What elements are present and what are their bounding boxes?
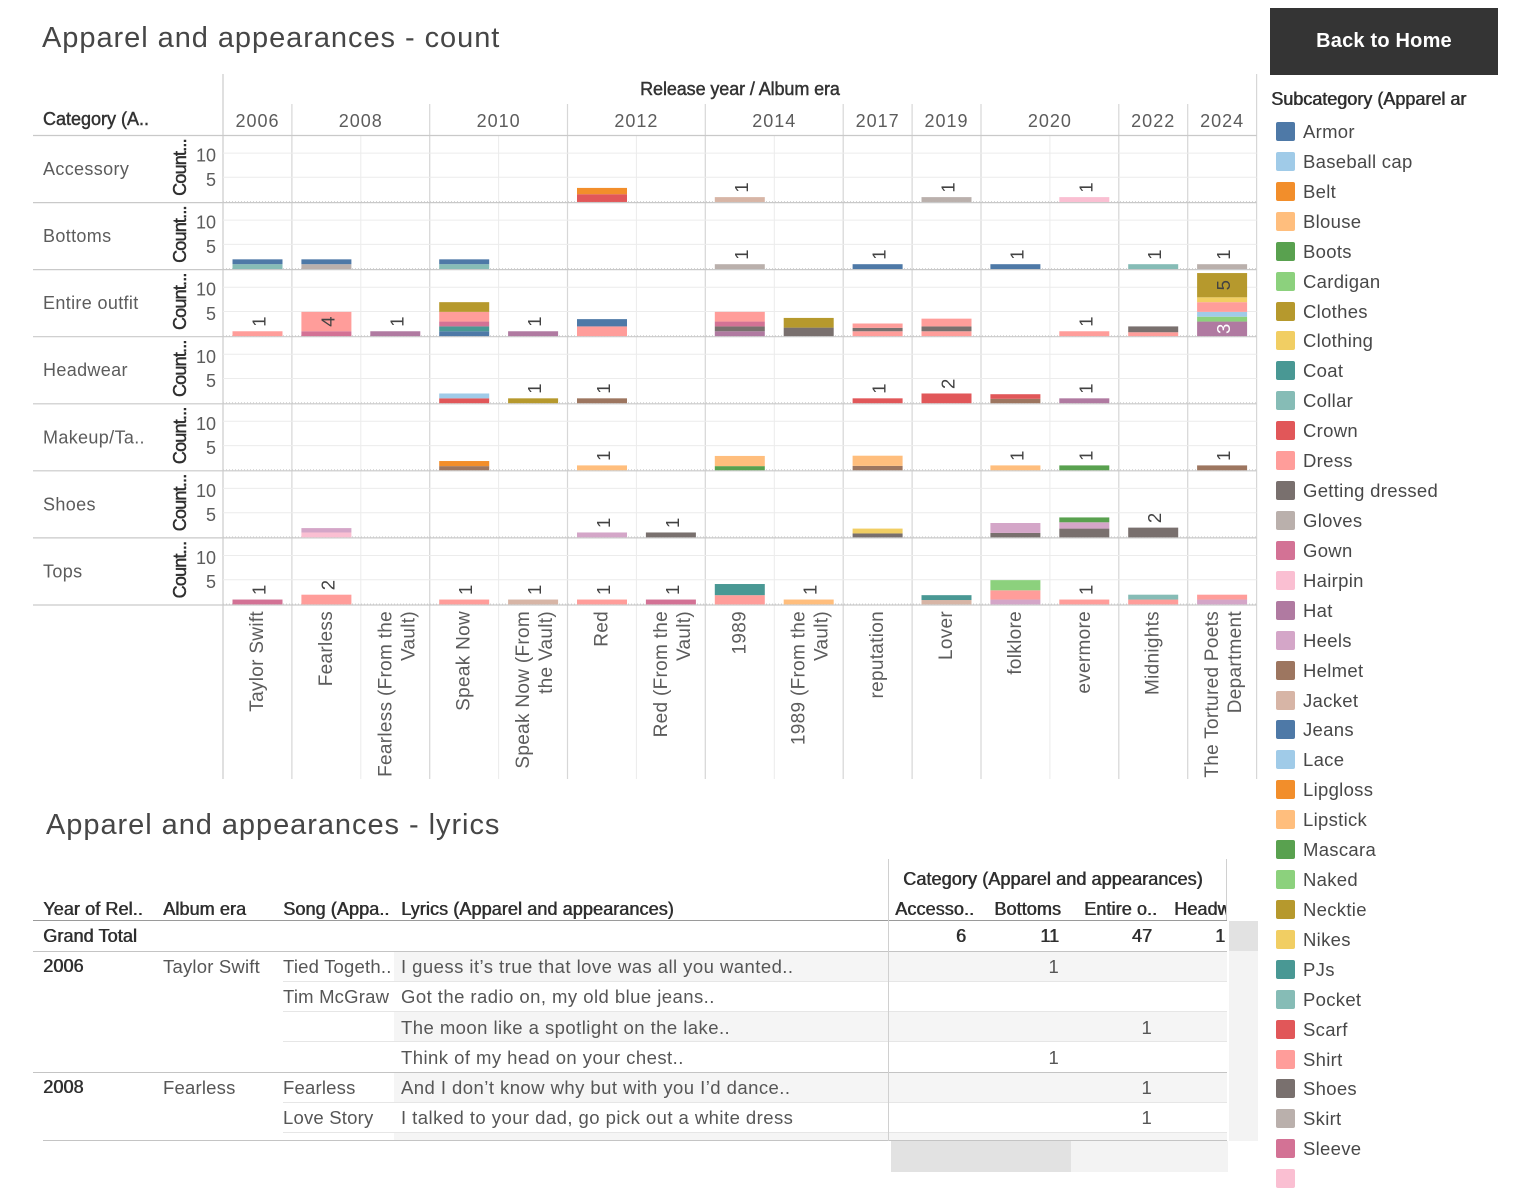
svg-text:1: 1: [1075, 585, 1096, 595]
svg-text:Tops: Tops: [43, 562, 82, 582]
svg-text:2019: 2019: [924, 111, 968, 131]
svg-text:Entire outfit: Entire outfit: [43, 293, 139, 313]
svg-text:Headwear: Headwear: [43, 360, 128, 380]
svg-text:1: 1: [800, 585, 821, 595]
svg-text:Taylor Swift: Taylor Swift: [247, 611, 268, 712]
svg-text:2006: 2006: [235, 111, 279, 131]
svg-text:2: 2: [938, 379, 959, 389]
svg-text:The Tortured Poets: The Tortured Poets: [1202, 611, 1223, 778]
svg-text:2024: 2024: [1200, 111, 1244, 131]
svg-text:1: 1: [524, 585, 545, 595]
svg-text:2: 2: [317, 580, 338, 590]
svg-text:Fearless: Fearless: [316, 611, 337, 686]
svg-text:1: 1: [1075, 451, 1096, 461]
svg-text:1: 1: [1075, 317, 1096, 327]
svg-text:Count...: Count...: [170, 206, 190, 263]
svg-text:1: 1: [524, 384, 545, 394]
svg-text:Vault): Vault): [398, 611, 419, 661]
svg-text:1: 1: [1075, 182, 1096, 192]
svg-text:2014: 2014: [752, 111, 796, 131]
svg-text:1: 1: [869, 249, 890, 259]
svg-text:Count...: Count...: [170, 273, 190, 330]
svg-text:1: 1: [1213, 249, 1234, 259]
svg-text:2020: 2020: [1028, 111, 1072, 131]
svg-text:Red (From the: Red (From the: [651, 611, 672, 737]
svg-text:4: 4: [317, 316, 338, 326]
svg-text:Vault): Vault): [674, 611, 695, 661]
svg-text:the Vault): the Vault): [536, 611, 557, 694]
svg-text:1: 1: [662, 585, 683, 595]
svg-text:1: 1: [593, 384, 614, 394]
svg-text:1: 1: [593, 451, 614, 461]
svg-text:Release year / Album era: Release year / Album era: [640, 79, 841, 99]
svg-text:2017: 2017: [856, 111, 900, 131]
svg-text:1: 1: [1006, 249, 1027, 259]
svg-text:Midnights: Midnights: [1143, 611, 1164, 695]
svg-text:1: 1: [662, 518, 683, 528]
svg-text:Makeup/Ta..: Makeup/Ta..: [43, 427, 145, 447]
svg-text:1: 1: [593, 518, 614, 528]
svg-text:10: 10: [196, 347, 216, 367]
svg-text:5: 5: [206, 572, 216, 592]
svg-text:10: 10: [196, 213, 216, 233]
svg-text:1989 (From the: 1989 (From the: [789, 611, 810, 745]
svg-text:10: 10: [196, 481, 216, 501]
svg-text:1: 1: [524, 317, 545, 327]
svg-text:5: 5: [206, 438, 216, 458]
svg-text:1: 1: [386, 317, 407, 327]
svg-text:1: 1: [1006, 451, 1027, 461]
svg-text:1: 1: [731, 182, 752, 192]
svg-text:Lover: Lover: [936, 611, 957, 660]
svg-text:2008: 2008: [339, 111, 383, 131]
svg-text:Count...: Count...: [170, 475, 190, 532]
svg-text:Bottoms: Bottoms: [43, 226, 111, 246]
svg-text:10: 10: [196, 548, 216, 568]
svg-text:2010: 2010: [477, 111, 521, 131]
svg-text:Red: Red: [592, 611, 613, 647]
svg-text:10: 10: [196, 280, 216, 300]
svg-text:2022: 2022: [1131, 111, 1175, 131]
svg-text:1: 1: [593, 585, 614, 595]
svg-text:Department: Department: [1225, 611, 1246, 714]
svg-text:3: 3: [1213, 324, 1234, 334]
svg-text:folklore: folklore: [1005, 611, 1026, 675]
svg-text:1: 1: [1144, 249, 1165, 259]
svg-text:2012: 2012: [614, 111, 658, 131]
svg-text:5: 5: [206, 371, 216, 391]
svg-text:Speak Now: Speak Now: [454, 611, 475, 711]
svg-text:1: 1: [1075, 384, 1096, 394]
svg-text:10: 10: [196, 146, 216, 166]
svg-text:1989: 1989: [729, 611, 750, 654]
svg-text:Category (A..: Category (A..: [43, 109, 149, 129]
svg-text:Count...: Count...: [170, 542, 190, 599]
svg-text:2: 2: [1144, 513, 1165, 523]
svg-text:Vault): Vault): [812, 611, 833, 661]
svg-text:Speak Now (From: Speak Now (From: [513, 611, 534, 769]
svg-text:Accessory: Accessory: [43, 159, 129, 179]
svg-text:evermore: evermore: [1074, 611, 1095, 694]
svg-text:1: 1: [249, 585, 270, 595]
svg-text:Fearless (From the: Fearless (From the: [375, 611, 396, 777]
svg-text:5: 5: [206, 505, 216, 525]
svg-text:Count...: Count...: [170, 340, 190, 397]
svg-text:1: 1: [455, 585, 476, 595]
svg-text:1: 1: [938, 182, 959, 192]
svg-text:Shoes: Shoes: [43, 494, 96, 514]
svg-text:Count...: Count...: [170, 139, 190, 196]
svg-text:1: 1: [1213, 451, 1234, 461]
svg-text:1: 1: [869, 384, 890, 394]
svg-text:1: 1: [731, 249, 752, 259]
svg-text:10: 10: [196, 414, 216, 434]
svg-text:Count...: Count...: [170, 407, 190, 464]
svg-text:5: 5: [206, 304, 216, 324]
svg-text:5: 5: [1213, 280, 1234, 290]
svg-text:5: 5: [206, 170, 216, 190]
svg-text:reputation: reputation: [867, 611, 888, 699]
svg-text:5: 5: [206, 237, 216, 257]
svg-text:1: 1: [249, 317, 270, 327]
